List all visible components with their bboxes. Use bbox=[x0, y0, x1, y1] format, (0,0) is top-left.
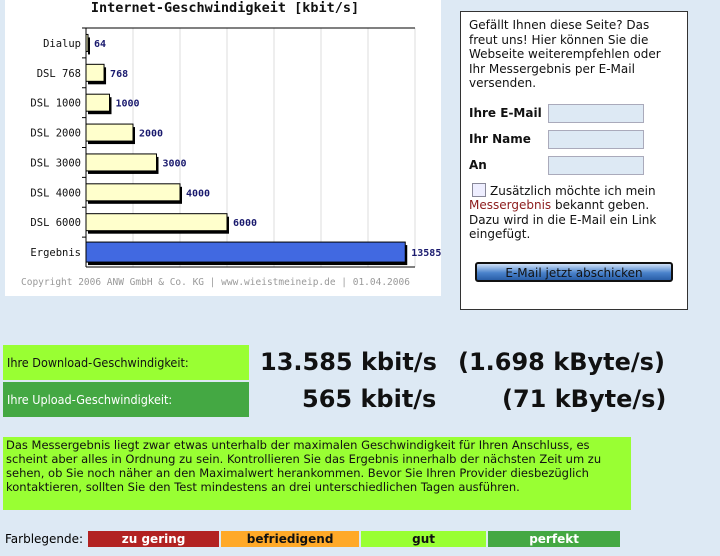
bar-dialup bbox=[85, 33, 89, 52]
legend-good: gut bbox=[361, 531, 487, 547]
data-label: 4000 bbox=[186, 188, 210, 199]
bar-dsl-3000 bbox=[85, 153, 157, 172]
bar-ergebnis bbox=[85, 241, 406, 263]
recommend-form: Gefällt Ihnen diese Seite? Das freut uns… bbox=[460, 11, 688, 310]
name-label: Ihr Name bbox=[469, 132, 531, 147]
category-label: Ergebnis bbox=[30, 247, 81, 259]
data-label: 13585 bbox=[411, 248, 441, 259]
category-label: DSL 2000 bbox=[30, 128, 81, 140]
result-message: Das Messergebnis liegt zwar etwas unterh… bbox=[3, 437, 631, 510]
data-label: 6000 bbox=[233, 218, 257, 229]
chart-title: Internet-Geschwindigkeit [kbit/s] bbox=[90, 0, 360, 16]
data-label: 3000 bbox=[163, 158, 187, 169]
category-label: Dialup bbox=[43, 38, 81, 50]
speed-chart: Dialup 64 DSL 768 768 DSL 1000 1000 DSL 2000 20… bbox=[30, 27, 441, 268]
speed-chart-panel: Internet-Geschwindigkeit [kbit/s] Dialup… bbox=[5, 0, 441, 296]
category-label: DSL 1000 bbox=[30, 98, 81, 110]
data-label: 1000 bbox=[116, 99, 140, 110]
bar-dsl-768 bbox=[85, 63, 105, 82]
category-label: DSL 768 bbox=[37, 68, 81, 80]
data-label: 768 bbox=[110, 69, 128, 80]
category-label: DSL 4000 bbox=[30, 187, 81, 199]
download-kbyte: (1.698 kByte/s) bbox=[458, 348, 665, 376]
download-kbit: 13.585 kbit/s bbox=[260, 348, 437, 376]
legend-too-low: zu gering bbox=[88, 531, 220, 547]
bar-dsl-6000 bbox=[85, 213, 228, 232]
messergebnis-link[interactable]: Messergebnis bbox=[469, 198, 552, 212]
to-input[interactable] bbox=[548, 156, 644, 175]
copyright-text: Copyright 2006 ANW GmbH & Co. KG | www.w… bbox=[21, 277, 410, 288]
to-label: An bbox=[469, 158, 487, 173]
bar-dsl-1000 bbox=[85, 93, 110, 112]
name-input[interactable] bbox=[548, 130, 644, 149]
category-label: DSL 3000 bbox=[30, 157, 81, 169]
upload-label: Ihre Upload-Geschwindigkeit: bbox=[3, 382, 249, 417]
legend-perfect: perfekt bbox=[488, 531, 621, 547]
category-label: DSL 6000 bbox=[30, 217, 81, 229]
data-label: 64 bbox=[94, 39, 106, 50]
legend-label: Farblegende: bbox=[5, 532, 84, 546]
bar-dsl-4000 bbox=[85, 183, 181, 202]
data-label: 2000 bbox=[139, 129, 163, 140]
color-legend: Farblegende: zu gering befriedigend gut … bbox=[5, 531, 622, 547]
download-label: Ihre Download-Geschwindigkeit: bbox=[3, 345, 249, 380]
legend-satisfactory: befriedigend bbox=[221, 531, 360, 547]
bar-shadow bbox=[88, 37, 90, 55]
bar-dsl-2000 bbox=[85, 123, 134, 142]
include-result-checkbox[interactable] bbox=[472, 182, 486, 197]
upload-kbyte: (71 kByte/s) bbox=[502, 385, 667, 413]
checkbox-text-2: bekannt geben. Dazu wird in die E-Mail e… bbox=[469, 198, 657, 241]
send-email-button[interactable]: E-Mail jetzt abschicken bbox=[475, 262, 673, 282]
email-label: Ihre E-Mail bbox=[469, 106, 542, 121]
checkbox-text: Zusätzlich möchte ich mein bbox=[490, 183, 656, 198]
email-input[interactable] bbox=[548, 104, 644, 123]
upload-kbit: 565 kbit/s bbox=[302, 385, 437, 413]
form-intro: Gefällt Ihnen diese Seite? Das freut uns… bbox=[469, 18, 661, 90]
